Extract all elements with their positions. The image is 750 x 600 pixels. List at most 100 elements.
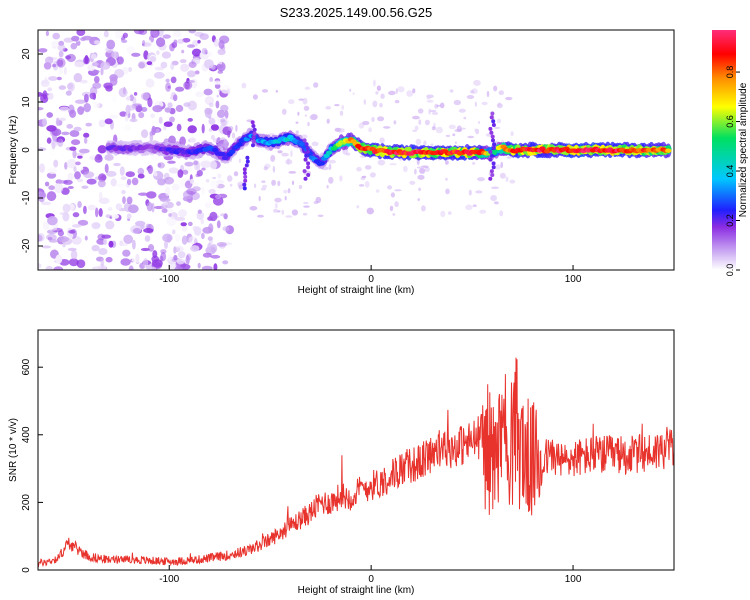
noise-blob — [179, 59, 187, 64]
spike-blob — [302, 138, 307, 143]
noise-blob — [188, 61, 197, 68]
noise-blob — [84, 137, 88, 144]
noise-blob — [57, 44, 66, 51]
noise-blob — [175, 86, 185, 92]
noise-blob — [151, 125, 156, 136]
noise-blob — [424, 119, 430, 126]
spike-blob — [250, 120, 255, 125]
noise-blob — [93, 40, 101, 45]
noise-blob — [161, 51, 171, 59]
noise-blob — [472, 161, 476, 165]
noise-blob — [257, 214, 264, 218]
noise-blob — [45, 30, 50, 37]
noise-blob — [200, 160, 212, 168]
noise-blob — [94, 155, 103, 163]
noise-blob — [183, 81, 193, 90]
noise-blob — [45, 265, 53, 270]
noise-blob — [135, 105, 143, 113]
noise-blob — [341, 105, 345, 110]
noise-blob — [473, 79, 481, 86]
noise-blob — [209, 211, 218, 222]
noise-blob — [165, 78, 170, 83]
noise-blob — [189, 178, 195, 184]
noise-blob — [375, 91, 379, 95]
noise-blob — [180, 63, 190, 72]
spike-blob — [491, 165, 496, 170]
noise-blob — [358, 184, 365, 187]
noise-blob — [379, 103, 383, 108]
noise-blob — [83, 132, 90, 138]
noise-blob — [109, 114, 119, 120]
noise-blob — [494, 201, 499, 205]
noise-blob — [65, 90, 72, 96]
noise-blob — [470, 90, 475, 94]
noise-blob — [421, 165, 429, 168]
noise-blob — [129, 94, 134, 102]
noise-blob — [449, 89, 454, 93]
noise-blob — [126, 196, 133, 205]
spike-blob — [245, 155, 250, 160]
noise-blob — [277, 210, 281, 213]
spike-blob — [489, 130, 494, 135]
noise-blob — [238, 158, 242, 164]
snr-y-ticks: 0 200 400 600 — [21, 358, 43, 573]
noise-blob — [302, 212, 308, 216]
noise-blob — [263, 166, 268, 171]
noise-blob — [183, 102, 191, 107]
noise-blob — [217, 48, 226, 56]
noise-blob — [304, 114, 307, 117]
noise-blob — [393, 120, 397, 125]
noise-blob — [363, 99, 366, 105]
spike-blob — [305, 146, 310, 151]
noise-blob — [208, 128, 213, 132]
noise-blob — [71, 139, 81, 146]
noise-blob — [187, 221, 193, 227]
noise-blob — [493, 126, 501, 129]
y-tick-label: 0 — [21, 147, 32, 153]
spike-blob — [491, 119, 496, 124]
noise-blob — [452, 133, 456, 137]
noise-blob — [352, 92, 355, 95]
noise-blob — [42, 221, 50, 231]
noise-blob — [412, 88, 416, 94]
noise-blob — [274, 197, 282, 203]
noise-blob — [132, 239, 136, 250]
spike-blob — [251, 139, 256, 144]
noise-blob — [109, 103, 116, 110]
noise-blob — [68, 229, 76, 234]
x-tick-label: 100 — [565, 274, 582, 285]
noise-blob — [38, 110, 44, 114]
noise-blob — [339, 175, 343, 182]
noise-blob — [153, 172, 158, 177]
noise-blob — [84, 235, 88, 241]
noise-blob — [175, 104, 184, 113]
noise-blob — [258, 195, 261, 202]
noise-blob — [199, 33, 209, 40]
noise-blob — [229, 183, 233, 187]
noise-blob — [77, 106, 85, 115]
noise-blob — [213, 80, 222, 85]
noise-blob — [187, 80, 195, 83]
spike-blob — [245, 159, 250, 164]
noise-blob — [394, 99, 400, 104]
noise-blob — [47, 216, 58, 226]
noise-blob — [389, 163, 397, 166]
spike-blob — [303, 176, 308, 181]
y-tick-label: 10 — [21, 96, 32, 108]
noise-blob — [104, 118, 113, 125]
spike-blob — [251, 135, 256, 140]
noise-blob — [249, 206, 258, 211]
noise-blob — [119, 243, 129, 247]
noise-blob — [285, 215, 293, 218]
noise-blob — [387, 185, 393, 190]
ridge-segment — [665, 148, 672, 153]
noise-blob — [77, 155, 83, 159]
noise-blob — [167, 160, 176, 164]
noise-blob — [197, 262, 201, 269]
colorbar-gradient — [712, 30, 736, 270]
noise-blob — [156, 105, 162, 110]
noise-blob — [281, 152, 289, 157]
spike-blob — [490, 173, 495, 177]
noise-blob — [80, 79, 88, 84]
spike-blob — [243, 174, 248, 179]
